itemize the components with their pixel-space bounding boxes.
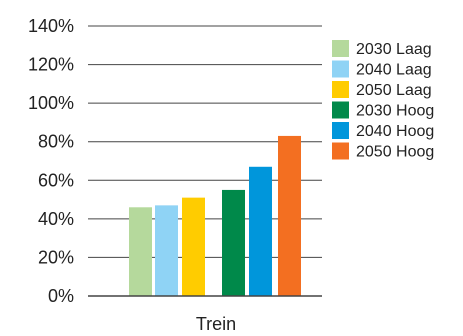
y-tick-label: 100% — [28, 93, 74, 113]
legend-swatch — [332, 142, 349, 160]
y-tick-label: 60% — [38, 170, 74, 190]
legend-label: 2050 Laag — [356, 82, 432, 99]
bar — [129, 207, 152, 296]
bar — [155, 205, 178, 296]
legend-swatch — [332, 40, 349, 57]
legend-label: 2030 Laag — [356, 41, 432, 58]
legend-swatch — [332, 81, 349, 98]
x-axis: Trein — [88, 295, 322, 334]
y-tick-label: 140% — [28, 16, 74, 36]
legend-swatch — [332, 60, 349, 78]
bar — [249, 166, 272, 296]
y-tick-label: 20% — [38, 247, 74, 267]
gridlines — [88, 25, 322, 258]
legend-label: 2030 Hoog — [356, 103, 434, 120]
category-label: Trein — [196, 314, 236, 334]
y-tick-label: 0% — [48, 286, 74, 306]
bar — [222, 189, 245, 296]
bars — [129, 135, 301, 296]
bar — [278, 135, 301, 296]
legend-label: 2050 Hoog — [356, 144, 434, 161]
y-axis-ticks: 0% 20% 40% 60% 80% 100% 120% 140% — [28, 16, 74, 306]
legend-label: 2040 Laag — [356, 62, 432, 79]
y-tick-label: 120% — [28, 55, 74, 75]
legend-swatch — [332, 101, 349, 119]
bar — [182, 197, 205, 296]
legend-swatch — [332, 122, 349, 139]
y-tick-label: 80% — [38, 132, 74, 152]
y-tick-label: 40% — [38, 209, 74, 229]
legend-label: 2040 Hoog — [356, 123, 434, 140]
legend: 2030 Laag 2040 Laag 2050 Laag 2030 Hoog 2040… — [332, 40, 434, 161]
